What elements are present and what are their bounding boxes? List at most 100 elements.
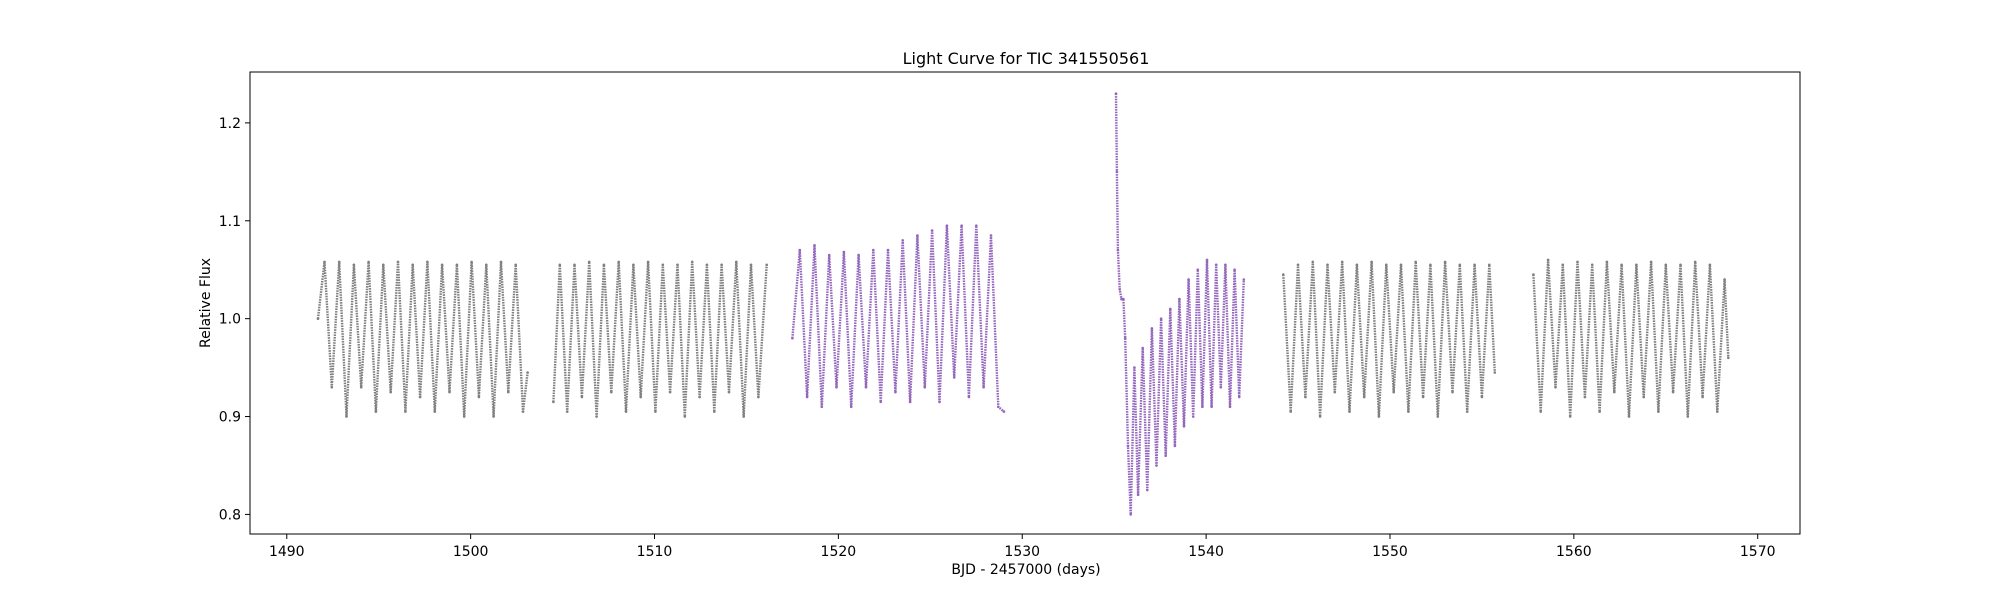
data-point — [411, 263, 415, 267]
data-point — [765, 263, 768, 267]
data-point — [396, 260, 400, 264]
data-point — [521, 410, 525, 413]
data-point — [1635, 263, 1638, 267]
data-point — [1664, 263, 1668, 267]
data-point — [382, 263, 385, 267]
x-axis: 1490 1500 1510 1520 1530 1540 1550 1560 1570 — [269, 534, 1776, 560]
data-point — [1421, 395, 1425, 399]
data-point — [1708, 263, 1712, 267]
data-point — [1458, 263, 1462, 267]
x-tick-label: 1550 — [1372, 544, 1408, 560]
x-tick-label: 1570 — [1740, 544, 1776, 560]
data-point — [1159, 317, 1163, 321]
data-point — [1399, 263, 1403, 267]
data-point — [1414, 260, 1417, 264]
x-tick-label: 1520 — [821, 544, 857, 560]
data-point — [624, 410, 628, 413]
data-point — [485, 263, 488, 267]
data-point — [676, 263, 679, 267]
data-point — [1546, 258, 1550, 262]
data-point — [374, 410, 378, 413]
flux-trace — [316, 260, 529, 418]
data-point — [1205, 258, 1209, 262]
y-tick-label: 1.1 — [219, 214, 241, 230]
data-point — [1716, 410, 1719, 413]
plot-frame — [249, 71, 1801, 535]
data-point — [1118, 288, 1121, 291]
data-point — [1539, 410, 1542, 413]
data-point — [1590, 263, 1594, 267]
x-tick-label: 1490 — [269, 544, 305, 560]
data-point — [610, 390, 613, 394]
y-axis: 0.8 0.9 1.0 1.1 1.2 — [219, 116, 250, 523]
data-point — [1242, 278, 1246, 281]
data-point — [565, 410, 569, 413]
data-point — [997, 405, 1000, 409]
data-point — [1136, 493, 1140, 497]
data-point — [1355, 263, 1359, 267]
data-point — [1554, 385, 1557, 389]
data-point — [1627, 415, 1631, 418]
data-point — [1362, 395, 1366, 399]
x-tick-label: 1510 — [637, 544, 673, 560]
data-point — [857, 253, 860, 257]
data-point — [330, 385, 334, 389]
data-point — [418, 395, 422, 399]
data-point — [1178, 297, 1181, 301]
data-point — [1150, 327, 1154, 330]
data-point — [1191, 415, 1195, 418]
data-point — [952, 376, 956, 379]
data-point — [426, 260, 429, 264]
data-point — [1671, 390, 1675, 394]
data-point — [713, 410, 716, 413]
data-point — [820, 405, 824, 409]
data-point — [1436, 415, 1440, 418]
data-point — [1727, 356, 1730, 360]
data-point — [1480, 395, 1484, 399]
data-point — [982, 385, 985, 389]
data-point — [359, 385, 363, 389]
data-point — [683, 415, 687, 418]
data-point — [798, 248, 802, 252]
data-point — [1451, 390, 1454, 394]
data-point — [573, 263, 576, 267]
data-point — [945, 224, 949, 227]
data-point — [1173, 444, 1177, 448]
x-tick-label: 1530 — [1004, 544, 1040, 560]
data-point — [923, 385, 927, 389]
data-layer — [316, 92, 1730, 516]
data-point — [1219, 385, 1223, 389]
data-point — [1642, 395, 1645, 399]
data-point — [1182, 425, 1186, 428]
data-point — [749, 263, 753, 267]
data-point — [1326, 263, 1329, 267]
x-tick-label: 1500 — [453, 544, 489, 560]
y-tick-label: 0.8 — [219, 507, 241, 523]
data-point — [835, 385, 838, 389]
data-point — [989, 234, 993, 237]
data-point — [1407, 410, 1410, 413]
data-point — [1224, 263, 1227, 267]
data-point — [1120, 297, 1123, 301]
data-point — [668, 390, 672, 394]
data-point — [1686, 415, 1690, 418]
x-tick-label: 1540 — [1188, 544, 1224, 560]
data-point — [1620, 263, 1623, 267]
data-point — [698, 395, 701, 399]
data-point — [1146, 488, 1149, 492]
data-point — [514, 263, 517, 267]
data-point — [1304, 395, 1307, 399]
data-point — [1289, 410, 1292, 413]
data-point — [720, 263, 723, 267]
flux-trace — [552, 260, 768, 418]
data-point — [805, 395, 809, 399]
y-tick-label: 1.2 — [219, 116, 241, 132]
data-point — [1443, 260, 1447, 264]
y-axis-title: Relative Flux — [198, 258, 214, 348]
data-point — [1155, 464, 1158, 467]
data-point — [1613, 390, 1616, 394]
data-point — [316, 317, 320, 321]
data-point — [1129, 513, 1132, 516]
data-point — [1568, 415, 1572, 418]
data-point — [938, 400, 941, 404]
